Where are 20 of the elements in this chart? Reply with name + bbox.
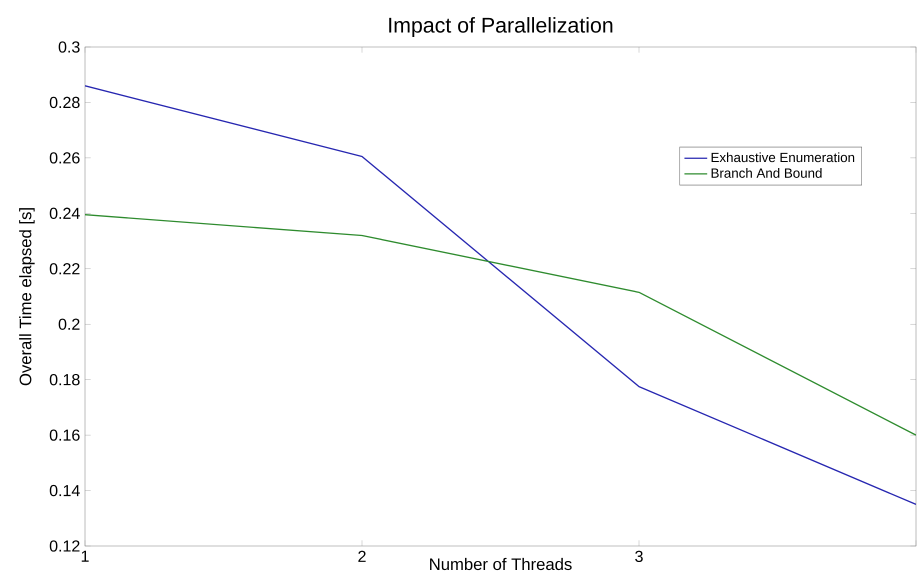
legend-label: Exhaustive Enumeration <box>712 152 854 162</box>
y-tick-label: 0.22 <box>50 263 80 274</box>
line-series <box>85 85 916 506</box>
y-tick-label: 0.12 <box>50 540 80 552</box>
y-axis-title: Overall Time elapsed [s] <box>19 208 35 386</box>
y-tick-label: 0.16 <box>50 429 80 441</box>
y-tick-label: 0.26 <box>50 152 80 164</box>
y-tick-label: 0.3 <box>58 41 80 53</box>
chart-title: Impact of Parallelization <box>389 17 612 37</box>
x-tick-label: 3 <box>635 550 643 562</box>
y-tick-label: 0.2 <box>58 318 80 330</box>
x-tick-label: 2 <box>358 550 366 562</box>
y-tick-label: 0.24 <box>50 208 80 219</box>
x-tick-label: 1 <box>82 550 89 562</box>
y-tick-label: 0.18 <box>50 374 80 386</box>
line-series <box>85 214 916 436</box>
y-tick-label: 0.14 <box>50 484 80 496</box>
legend-label: Branch And Bound <box>712 168 822 178</box>
y-tick-label: 0.28 <box>50 96 80 108</box>
x-axis-title: Number of Threads <box>430 558 572 570</box>
